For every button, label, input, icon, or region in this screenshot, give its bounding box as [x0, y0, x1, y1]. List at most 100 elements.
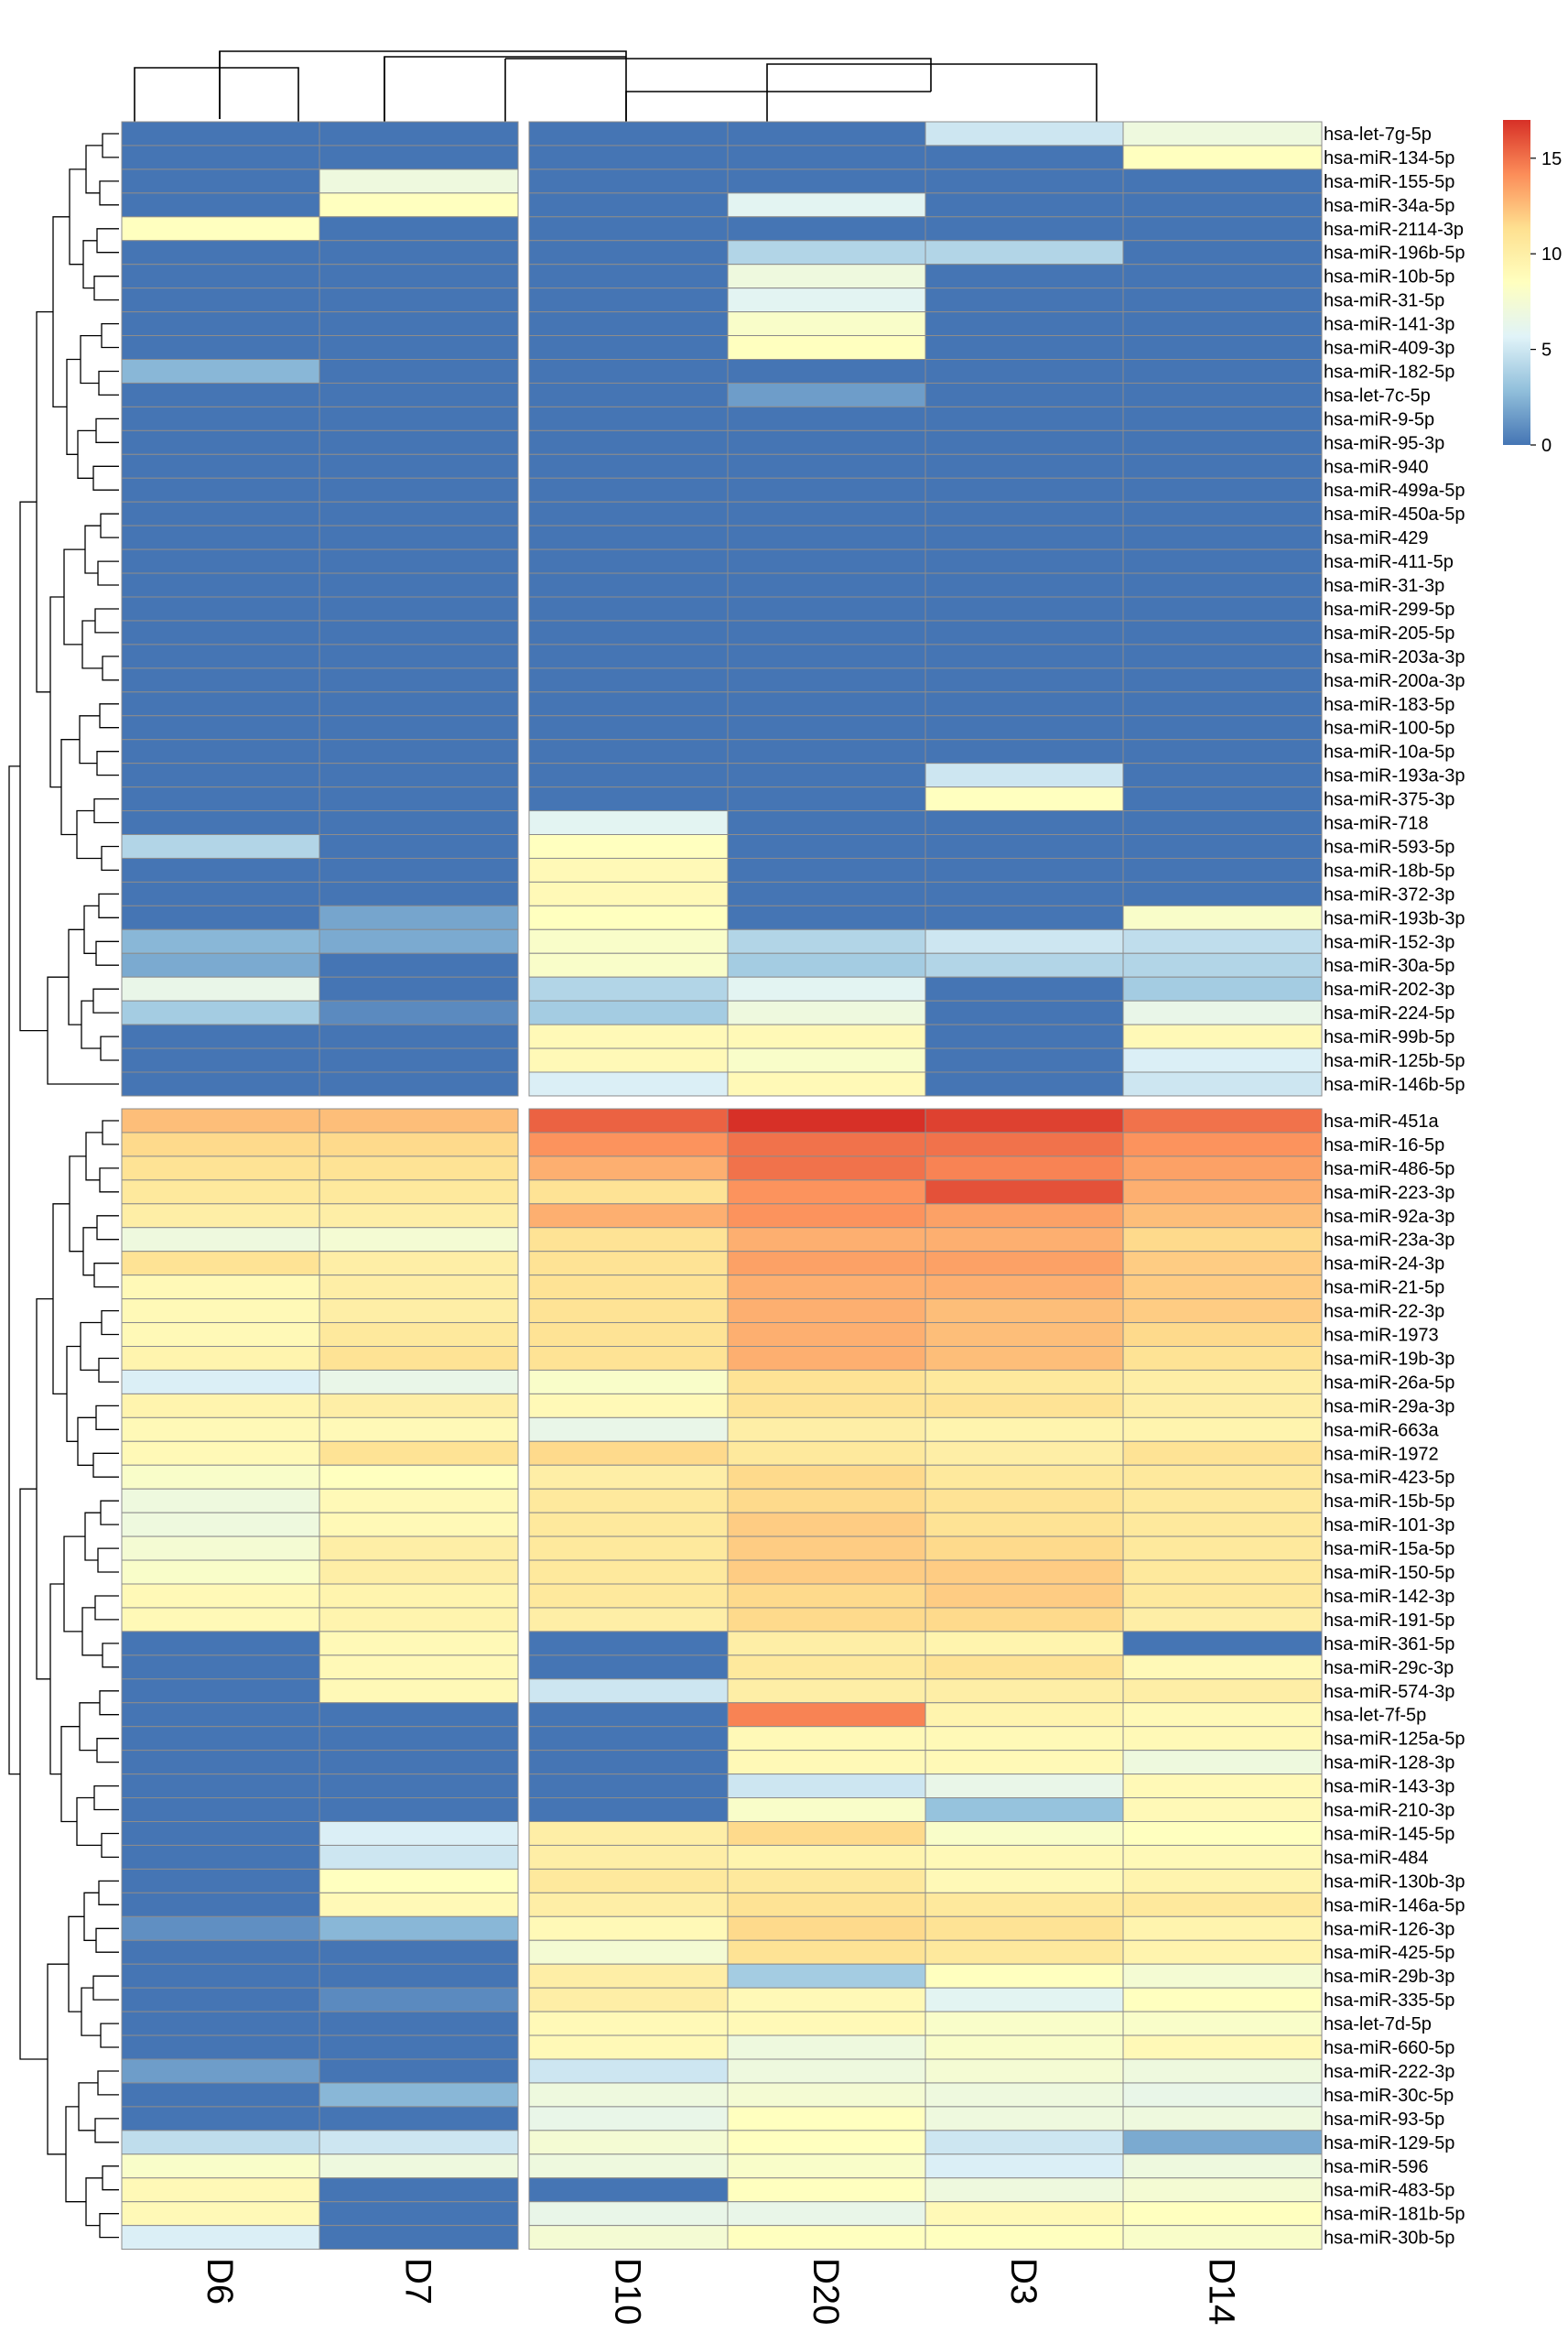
- row-dendrogram-link: [49, 1583, 64, 1775]
- heatmap-cell: [925, 335, 1124, 360]
- heatmap-cell: [121, 335, 320, 360]
- row-dendrogram-link: [102, 656, 119, 681]
- heatmap-cell: [121, 1298, 320, 1324]
- heatmap-cell: [1122, 240, 1323, 266]
- heatmap-cell: [121, 810, 320, 835]
- row-dendrogram-link: [95, 418, 119, 443]
- heatmap-cell: [925, 928, 1124, 954]
- heatmap-cell: [1122, 1726, 1323, 1752]
- heatmap-cell: [528, 1844, 729, 1870]
- heatmap-cell: [528, 311, 729, 337]
- heatmap-cell: [319, 548, 519, 574]
- row-dendrogram-link: [102, 133, 119, 158]
- heatmap-cell: [121, 1322, 320, 1348]
- heatmap-cell: [121, 1132, 320, 1157]
- heatmap-cell: [528, 1071, 729, 1097]
- heatmap-cell: [528, 715, 729, 741]
- row-dendrogram-link: [93, 1784, 119, 1811]
- column-dendrogram: [134, 50, 1098, 122]
- heatmap-cell: [925, 1024, 1124, 1049]
- heatmap-cell: [121, 644, 320, 669]
- row-label: hsa-miR-484: [1324, 1848, 1428, 1868]
- heatmap-cell: [319, 2082, 519, 2108]
- row-dendrogram-link: [98, 370, 119, 396]
- heatmap-cell: [925, 1275, 1124, 1300]
- row-dendrogram-link: [96, 1215, 119, 1241]
- heatmap-cell: [319, 2011, 519, 2036]
- heatmap-cell: [925, 667, 1124, 693]
- heatmap-cell: [121, 1654, 320, 1680]
- row-label: hsa-miR-193a-3p: [1324, 766, 1465, 786]
- heatmap-cell: [121, 1750, 320, 1775]
- heatmap-cell: [727, 1047, 926, 1073]
- heatmap-cell: [1122, 1488, 1323, 1513]
- heatmap-cell: [121, 1346, 320, 1371]
- row-label: hsa-miR-335-5p: [1324, 1990, 1454, 2011]
- heatmap-cell: [1122, 1024, 1323, 1049]
- heatmap-cell: [1122, 1047, 1323, 1073]
- heatmap-cell: [1122, 1750, 1323, 1775]
- heatmap-cell: [319, 596, 519, 622]
- row-label: hsa-miR-99b-5p: [1324, 1027, 1454, 1047]
- heatmap-cell: [925, 1678, 1124, 1704]
- row-dendrogram-link: [98, 893, 119, 918]
- row-label: hsa-miR-92a-3p: [1324, 1207, 1454, 1227]
- heatmap-cell: [121, 216, 320, 242]
- heatmap-cell: [925, 192, 1124, 218]
- heatmap-cell: [121, 1631, 320, 1656]
- heatmap-cell: [528, 928, 729, 954]
- heatmap-cell: [528, 1797, 729, 1823]
- heatmap-cell: [727, 1939, 926, 1965]
- row-dendrogram-link: [92, 465, 119, 491]
- heatmap-cell: [319, 1726, 519, 1752]
- row-label: hsa-miR-181b-5p: [1324, 2205, 1465, 2225]
- heatmap-cell: [727, 501, 926, 526]
- heatmap-cell: [121, 2106, 320, 2131]
- heatmap-cell: [319, 1821, 519, 1846]
- heatmap-cell: [528, 501, 729, 526]
- heatmap-cell: [528, 1416, 729, 1442]
- heatmap-cell: [121, 763, 320, 788]
- heatmap-cell: [925, 596, 1124, 622]
- row-dendrogram-link: [49, 596, 64, 788]
- heatmap-cell: [528, 1559, 729, 1585]
- heatmap-cell: [528, 477, 729, 503]
- row-label: hsa-miR-24-3p: [1324, 1254, 1444, 1275]
- row-label: hsa-miR-129-5p: [1324, 2133, 1454, 2153]
- row-label: hsa-miR-95-3p: [1324, 433, 1444, 453]
- heatmap-cell: [727, 1559, 926, 1585]
- row-dendrogram-link: [81, 1987, 101, 2036]
- heatmap-cell: [528, 1583, 729, 1609]
- heatmap-cell: [727, 1000, 926, 1025]
- heatmap-cell: [319, 1774, 519, 1799]
- heatmap-cell: [528, 1393, 729, 1418]
- heatmap-cell: [727, 335, 926, 360]
- heatmap-cell: [121, 1000, 320, 1025]
- heatmap-cell: [528, 2011, 729, 2036]
- heatmap-cell: [528, 2058, 729, 2084]
- row-label: hsa-miR-499a-5p: [1324, 481, 1465, 501]
- col-dendrogram-link: [219, 50, 627, 119]
- row-label: hsa-miR-155-5p: [1324, 172, 1454, 192]
- heatmap-cell: [528, 1654, 729, 1680]
- heatmap-cell: [319, 145, 519, 170]
- heatmap-cell: [1122, 216, 1323, 242]
- heatmap-cell: [319, 1275, 519, 1300]
- heatmap-cell: [1122, 453, 1323, 479]
- heatmap-cell: [528, 810, 729, 835]
- row-label: hsa-miR-30b-5p: [1324, 2229, 1454, 2249]
- heatmap-cell: [319, 952, 519, 978]
- heatmap-cell: [925, 1702, 1124, 1728]
- heatmap-cell: [528, 453, 729, 479]
- row-dendrogram-link: [94, 608, 119, 634]
- heatmap-cell: [925, 548, 1124, 574]
- heatmap-cell: [528, 121, 729, 146]
- heatmap-cell: [319, 2058, 519, 2084]
- heatmap-cell: [528, 691, 729, 717]
- heatmap-cell: [319, 1987, 519, 2012]
- heatmap-cell: [727, 264, 926, 289]
- heatmap-cell: [528, 1275, 729, 1300]
- heatmap-cell: [925, 1654, 1124, 1680]
- heatmap-cell: [319, 1702, 519, 1728]
- heatmap-cell: [319, 2153, 519, 2179]
